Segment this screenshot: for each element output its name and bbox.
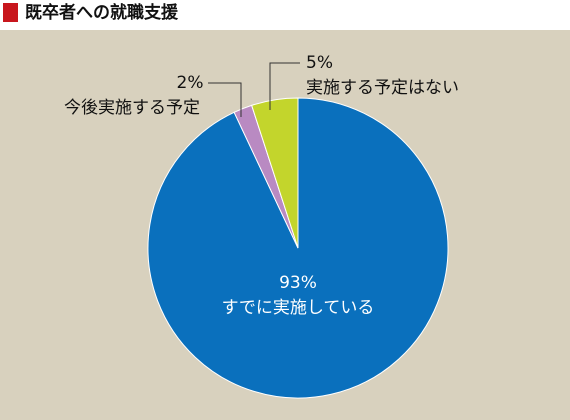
title-band xyxy=(0,0,570,30)
leader-line xyxy=(269,62,300,110)
category-label: すでに実施している xyxy=(222,298,375,318)
category-label: 今後実施する予定 xyxy=(64,98,200,118)
pie-slice xyxy=(251,97,299,249)
chart-title: 既卒者への就職支援 xyxy=(25,2,179,23)
data-label: 2% xyxy=(177,73,204,93)
data-label: 5% xyxy=(306,53,333,73)
data-label: 93% xyxy=(279,273,317,293)
leader-line xyxy=(208,82,242,117)
title-marker xyxy=(3,3,18,22)
pie xyxy=(147,97,449,399)
category-label: 実施する予定はない xyxy=(306,78,459,98)
